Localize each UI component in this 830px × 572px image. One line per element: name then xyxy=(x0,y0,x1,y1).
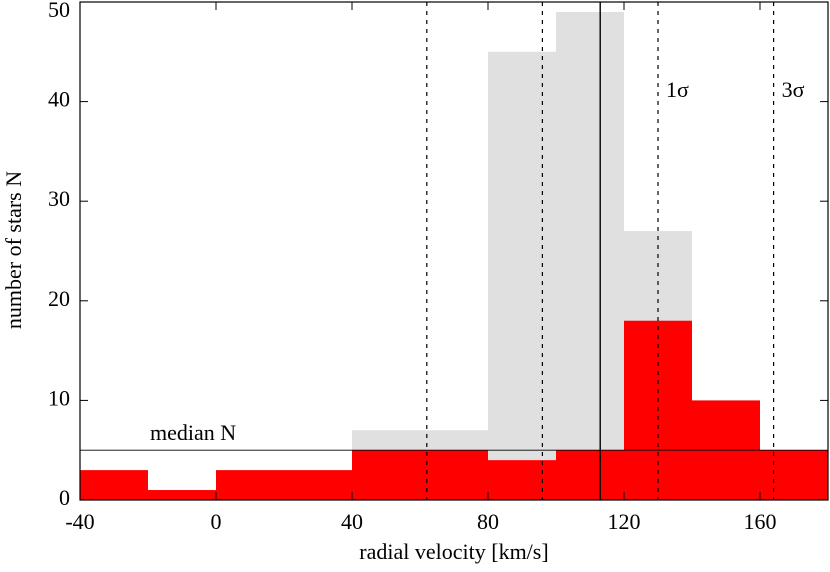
x-tick-label: 0 xyxy=(211,509,222,534)
bar xyxy=(80,470,148,500)
bar xyxy=(556,450,624,500)
bar xyxy=(216,470,284,500)
x-tick-label: 120 xyxy=(608,509,641,534)
y-tick-label: 10 xyxy=(48,385,70,410)
y-tick-label: 20 xyxy=(48,286,70,311)
bar xyxy=(556,11,624,501)
x-tick-label: 80 xyxy=(477,509,499,534)
x-axis-label: radial velocity [km/s] xyxy=(359,539,548,564)
y-tick-label: 0 xyxy=(59,485,70,510)
bar xyxy=(352,450,420,500)
bar xyxy=(488,51,556,501)
median-label: median N xyxy=(150,420,236,445)
plot-frame xyxy=(79,1,829,501)
y-tick-label: 40 xyxy=(48,87,70,112)
x-tick-label: -40 xyxy=(65,509,94,534)
bar xyxy=(148,490,216,500)
bar xyxy=(488,460,556,500)
bar xyxy=(284,470,352,500)
sigma-label: 3σ xyxy=(782,77,805,102)
y-tick-label: 50 xyxy=(48,0,70,22)
bar xyxy=(760,450,828,500)
y-tick-label: 30 xyxy=(48,186,70,211)
x-tick-label: 160 xyxy=(744,509,777,534)
x-tick-label: 40 xyxy=(341,509,363,534)
y-axis-label: number of stars N xyxy=(1,171,26,329)
bar xyxy=(420,450,488,500)
sigma-label: 1σ xyxy=(666,77,689,102)
